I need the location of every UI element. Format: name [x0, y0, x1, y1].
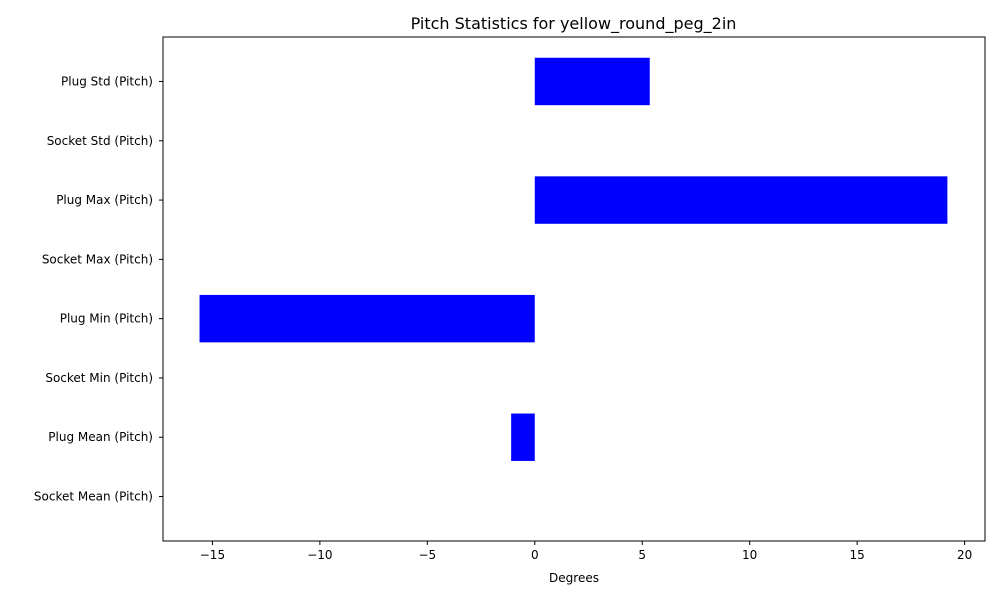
bar-plug-min-pitch — [199, 294, 535, 343]
x-tick-label: 15 — [849, 548, 864, 562]
y-tick-label: Plug Min (Pitch) — [60, 312, 153, 326]
y-axis: Socket Mean (Pitch) Plug Mean (Pitch) Sock… — [34, 74, 163, 504]
y-tick-label: Socket Max (Pitch) — [42, 252, 153, 266]
x-tick-label: 0 — [531, 548, 539, 562]
x-axis-label: Degrees — [549, 571, 599, 585]
bar-plug-mean-pitch — [511, 413, 535, 461]
x-tick-label: 20 — [957, 548, 972, 562]
plot-area-frame — [162, 36, 986, 542]
bars-group — [199, 57, 948, 461]
x-tick-label: −5 — [418, 548, 436, 562]
y-tick-label: Socket Std (Pitch) — [47, 134, 153, 148]
x-tick-label: −15 — [200, 548, 225, 562]
chart-title: Pitch Statistics for yellow_round_peg_2i… — [411, 14, 737, 34]
y-tick-label: Plug Mean (Pitch) — [48, 430, 153, 444]
x-axis: −15 −10 −5 0 5 10 15 20 — [200, 541, 972, 562]
x-tick-label: −10 — [307, 548, 332, 562]
y-tick-label: Plug Max (Pitch) — [56, 193, 153, 207]
x-tick-label: 5 — [638, 548, 646, 562]
bar-plug-std-pitch — [534, 57, 650, 106]
y-tick-label: Plug Std (Pitch) — [61, 74, 153, 88]
bar-plug-max-pitch — [534, 176, 948, 224]
y-tick-label: Socket Min (Pitch) — [45, 371, 153, 385]
x-tick-label: 10 — [742, 548, 757, 562]
y-tick-label: Socket Mean (Pitch) — [34, 490, 153, 504]
